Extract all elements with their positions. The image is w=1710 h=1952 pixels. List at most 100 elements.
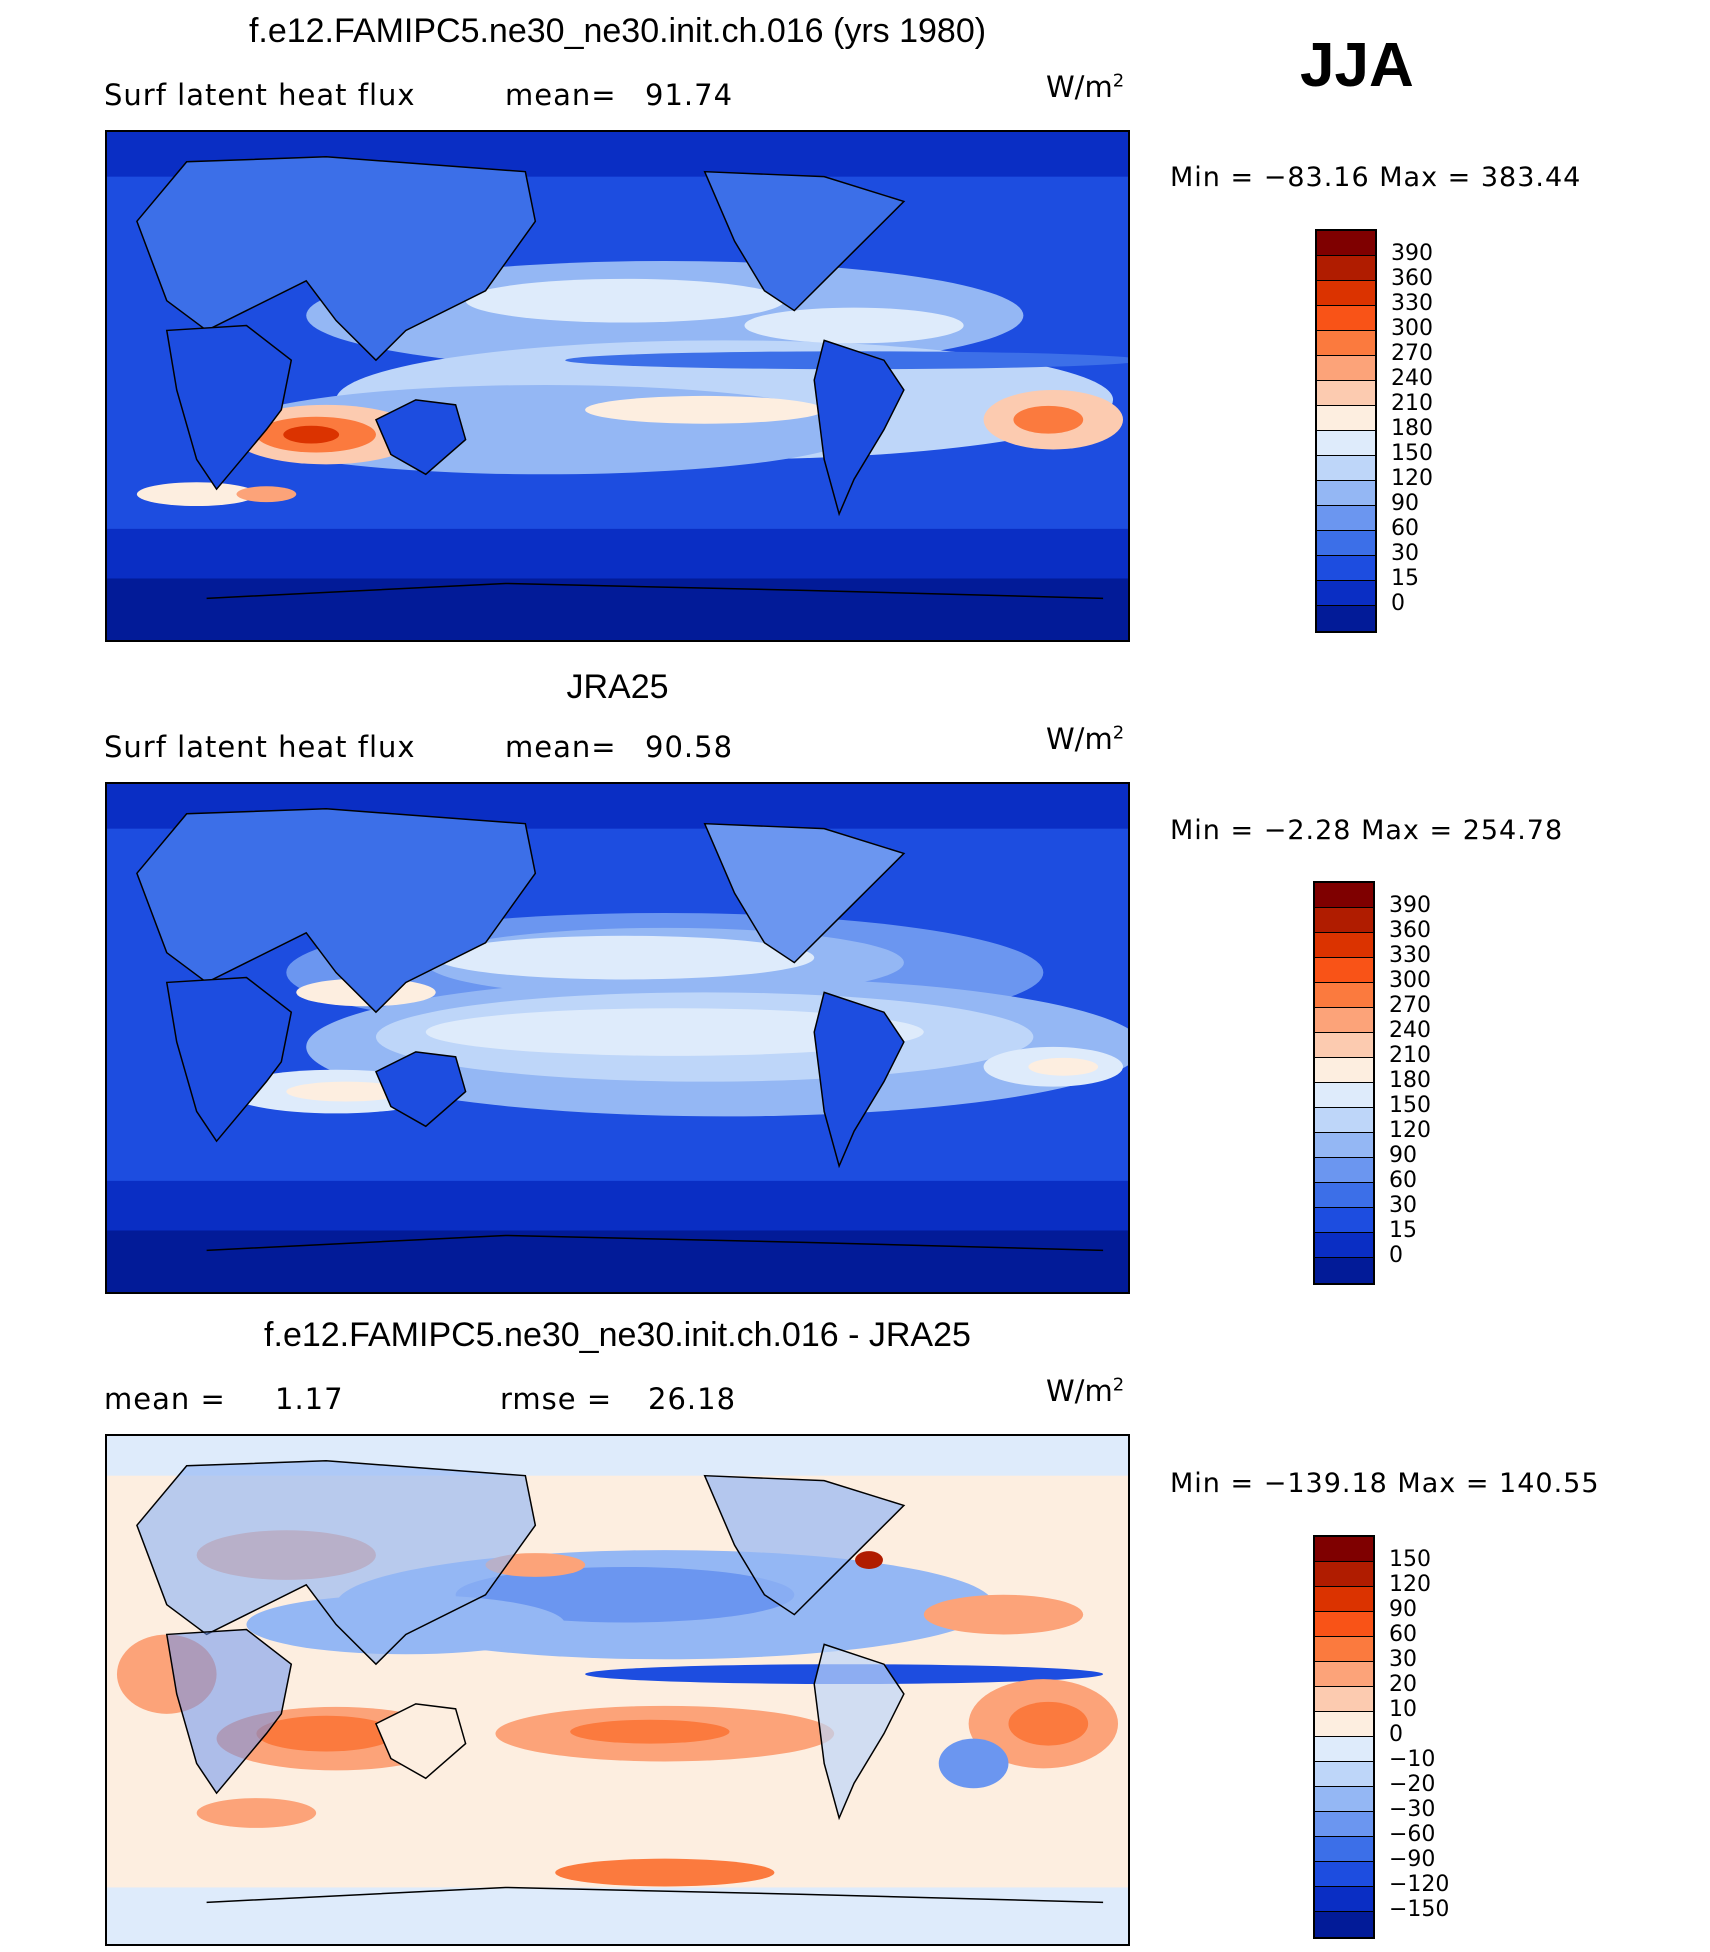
colorbar-swatch [1315,883,1373,908]
colorbar-tick-label: 60 [1391,516,1419,541]
colorbar-tick-label: −20 [1389,1772,1436,1797]
colorbar-swatch [1315,1762,1373,1787]
colorbar-swatch [1317,306,1375,331]
panel-2-map [105,782,1130,1294]
colorbar-tick-label: 90 [1389,1143,1417,1168]
colorbar-tick-label: 120 [1389,1572,1431,1597]
colorbar-tick-label: −10 [1389,1747,1436,1772]
colorbar-tick-label: 180 [1391,416,1433,441]
colorbar-tick-label: −30 [1389,1797,1436,1822]
colorbar-tick-label: 210 [1391,391,1433,416]
colorbar-tick-label: 90 [1389,1597,1417,1622]
panel-1-units: W/m2 [1046,70,1125,104]
colorbar-swatch [1315,908,1373,933]
colorbar-swatch [1315,1862,1373,1887]
colorbar-tick-label: 360 [1391,266,1433,291]
colorbar-tick-label: 150 [1389,1547,1431,1572]
colorbar-tick-label: 30 [1391,541,1419,566]
panel-2-units: W/m2 [1046,722,1125,756]
panel-3-rmse-value: 26.18 [648,1382,737,1416]
panel-3-mean-label: mean = [104,1382,226,1416]
colorbar-swatch [1317,481,1375,506]
colorbar-swatch [1315,1258,1373,1283]
colorbar-swatch [1315,1912,1373,1937]
colorbar-tick-label: 390 [1389,893,1431,918]
colorbar-swatch [1315,958,1373,983]
colorbar-swatch [1315,1837,1373,1862]
panel-2-title: JRA25 [566,668,669,706]
colorbar-tick-label: −90 [1389,1847,1436,1872]
colorbar-swatch [1315,983,1373,1008]
panel-1-min-max: Min = −83.16 Max = 383.44 [1170,162,1582,193]
panel-1-colorbar [1315,229,1377,633]
colorbar-swatch [1317,456,1375,481]
colorbar-tick-label: 270 [1389,993,1431,1018]
colorbar-swatch [1315,1737,1373,1762]
colorbar-swatch [1317,256,1375,281]
colorbar-tick-label: 20 [1389,1672,1417,1697]
colorbar-tick-label: −120 [1389,1872,1450,1897]
colorbar-tick-label: 0 [1389,1722,1403,1747]
colorbar-tick-label: 240 [1389,1018,1431,1043]
colorbar-swatch [1315,1662,1373,1687]
colorbar-swatch [1315,1712,1373,1737]
panel-2-colorbar [1313,881,1375,1285]
panel-3-map [105,1434,1130,1946]
panel-1-variable-label: Surf latent heat flux [104,78,416,112]
colorbar-swatch [1315,1208,1373,1233]
panel-3-mean-value: 1.17 [275,1382,344,1416]
panel-1-mean-value: 91.74 [645,78,734,112]
panel-3-rmse-label: rmse = [500,1382,613,1416]
panel-3-min-max: Min = −139.18 Max = 140.55 [1170,1468,1600,1499]
colorbar-swatch [1315,1058,1373,1083]
colorbar-swatch [1317,281,1375,306]
colorbar-tick-label: 15 [1389,1218,1417,1243]
colorbar-swatch [1315,1233,1373,1258]
colorbar-tick-label: −150 [1389,1897,1450,1922]
colorbar-tick-label: 60 [1389,1622,1417,1647]
colorbar-swatch [1317,231,1375,256]
panel-1-map [105,130,1130,642]
colorbar-tick-label: 390 [1391,241,1433,266]
colorbar-swatch [1315,1687,1373,1712]
colorbar-tick-label: 10 [1389,1697,1417,1722]
colorbar-swatch [1315,1887,1373,1912]
colorbar-swatch [1317,556,1375,581]
season-label: JJA [1300,31,1414,100]
panel-2-variable-label: Surf latent heat flux [104,730,416,764]
colorbar-tick-label: 360 [1389,918,1431,943]
colorbar-swatch [1315,1562,1373,1587]
colorbar-swatch [1315,1787,1373,1812]
panel-2-min-max: Min = −2.28 Max = 254.78 [1170,815,1564,846]
colorbar-tick-label: 180 [1389,1068,1431,1093]
colorbar-swatch [1315,1183,1373,1208]
colorbar-swatch [1317,431,1375,456]
panel-3-title: f.e12.FAMIPC5.ne30_ne30.init.ch.016 - JR… [264,1316,971,1354]
colorbar-tick-label: 120 [1391,466,1433,491]
panel-1-title: f.e12.FAMIPC5.ne30_ne30.init.ch.016 (yrs… [248,12,987,50]
colorbar-tick-label: 300 [1391,316,1433,341]
panel-2-mean-value: 90.58 [645,730,734,764]
colorbar-tick-label: 90 [1391,491,1419,516]
colorbar-tick-label: 150 [1389,1093,1431,1118]
colorbar-tick-label: 300 [1389,968,1431,993]
colorbar-swatch [1315,1612,1373,1637]
panel-3-colorbar [1313,1535,1375,1939]
colorbar-swatch [1317,531,1375,556]
colorbar-tick-label: 210 [1389,1043,1431,1068]
colorbar-swatch [1315,1587,1373,1612]
colorbar-tick-label: 15 [1391,566,1419,591]
colorbar-swatch [1315,1033,1373,1058]
colorbar-tick-label: 30 [1389,1647,1417,1672]
colorbar-tick-label: −60 [1389,1822,1436,1847]
colorbar-swatch [1315,1812,1373,1837]
colorbar-tick-label: 330 [1391,291,1433,316]
panel-3-units: W/m2 [1046,1374,1125,1408]
colorbar-tick-label: 30 [1389,1193,1417,1218]
colorbar-swatch [1317,356,1375,381]
colorbar-swatch [1315,1108,1373,1133]
colorbar-tick-label: 0 [1389,1243,1403,1268]
colorbar-tick-label: 330 [1389,943,1431,968]
colorbar-swatch [1315,933,1373,958]
panel-2-mean-label: mean= [505,730,617,764]
